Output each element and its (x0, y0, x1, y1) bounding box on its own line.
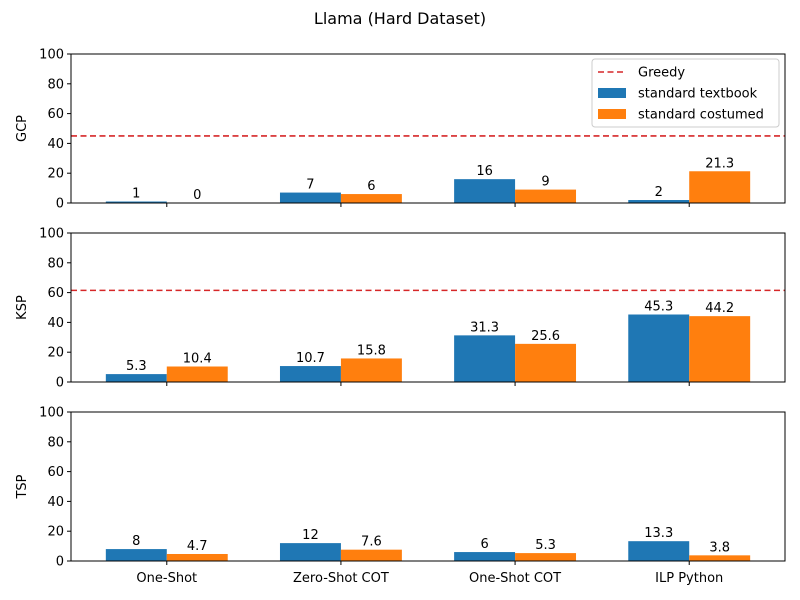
y-tick-label: 100 (39, 48, 64, 63)
bar-value-label: 12 (302, 528, 319, 543)
x-tick-label: One-Shot (136, 571, 197, 586)
x-tick-label: One-Shot COT (469, 571, 561, 586)
bar-costumed (689, 316, 751, 382)
y-tick-label: 40 (47, 495, 64, 510)
bar-value-label: 0 (193, 188, 201, 203)
bar-costumed (689, 555, 751, 561)
bar-textbook (454, 552, 516, 561)
bar-value-label: 3.8 (709, 540, 730, 555)
bar-value-label: 16 (476, 164, 493, 179)
y-tick-label: 100 (39, 227, 64, 242)
bar-textbook (628, 200, 690, 203)
legend-label: standard costumed (638, 108, 764, 123)
legend-label: Greedy (638, 66, 685, 81)
bar-textbook (279, 543, 341, 561)
y-tick-label: 80 (47, 256, 64, 271)
bar-textbook (279, 366, 341, 382)
bar-value-label: 44.2 (705, 301, 734, 316)
bar-textbook (454, 179, 516, 203)
bar-value-label: 8 (132, 534, 140, 549)
chart-title: Llama (Hard Dataset) (313, 9, 487, 28)
y-tick-label: 40 (47, 137, 64, 152)
bar-value-label: 25.6 (531, 329, 560, 344)
bar-costumed (515, 189, 577, 203)
bar-value-label: 31.3 (470, 320, 499, 335)
legend-swatch (598, 109, 626, 119)
bar-textbook (105, 201, 167, 203)
axes-frame (70, 411, 786, 562)
bar-textbook (105, 549, 167, 561)
bar-costumed (515, 553, 577, 561)
bar-textbook (279, 192, 341, 203)
axes-frame (70, 232, 786, 383)
bar-value-label: 10.4 (183, 352, 212, 367)
bar-value-label: 2 (655, 185, 663, 200)
legend-swatch (598, 88, 626, 98)
y-tick-label: 20 (47, 525, 64, 540)
bar-value-label: 5.3 (535, 538, 556, 553)
bar-value-label: 9 (541, 175, 549, 190)
bar-value-label: 13.3 (644, 526, 673, 541)
bar-value-label: 45.3 (644, 300, 673, 315)
y-tick-label: 0 (56, 555, 64, 570)
x-tick-label: Zero-Shot COT (293, 571, 389, 586)
y-tick-label: 20 (47, 167, 64, 182)
x-tick-label: ILP Python (655, 571, 723, 586)
y-tick-label: 20 (47, 346, 64, 361)
y-tick-label: 0 (56, 376, 64, 391)
bar-textbook (628, 314, 690, 382)
bar-costumed (515, 343, 577, 382)
y-tick-label: 0 (56, 197, 64, 212)
bar-costumed (340, 549, 402, 561)
bar-costumed (689, 171, 751, 203)
bar-costumed (166, 366, 228, 382)
y-tick-label: 100 (39, 406, 64, 421)
axes-frame (70, 53, 786, 204)
legend-label: standard textbook (638, 87, 758, 102)
y-tick-label: 80 (47, 77, 64, 92)
y-tick-label: 40 (47, 316, 64, 331)
bar-value-label: 15.8 (357, 343, 386, 358)
bar-textbook (105, 374, 167, 382)
bar-value-label: 7.6 (361, 535, 382, 550)
y-axis-label: GCP (15, 115, 30, 142)
y-tick-label: 60 (47, 286, 64, 301)
legend-box (591, 58, 780, 128)
bar-value-label: 7 (306, 178, 314, 193)
bar-costumed (340, 194, 402, 203)
bar-value-label: 10.7 (296, 351, 325, 366)
bar-value-label: 21.3 (705, 156, 734, 171)
bar-value-label: 4.7 (187, 539, 208, 554)
bar-costumed (340, 358, 402, 382)
y-axis-label: KSP (15, 295, 30, 320)
bar-textbook (628, 541, 690, 561)
y-tick-label: 60 (47, 465, 64, 480)
bar-value-label: 1 (132, 187, 140, 202)
y-axis-label: TSP (15, 474, 30, 499)
bar-value-label: 6 (480, 537, 488, 552)
y-tick-label: 60 (47, 107, 64, 122)
bar-textbook (454, 335, 516, 382)
bar-value-label: 6 (367, 179, 375, 194)
bar-costumed (166, 553, 228, 561)
y-tick-label: 80 (47, 435, 64, 450)
bar-value-label: 5.3 (126, 359, 147, 374)
